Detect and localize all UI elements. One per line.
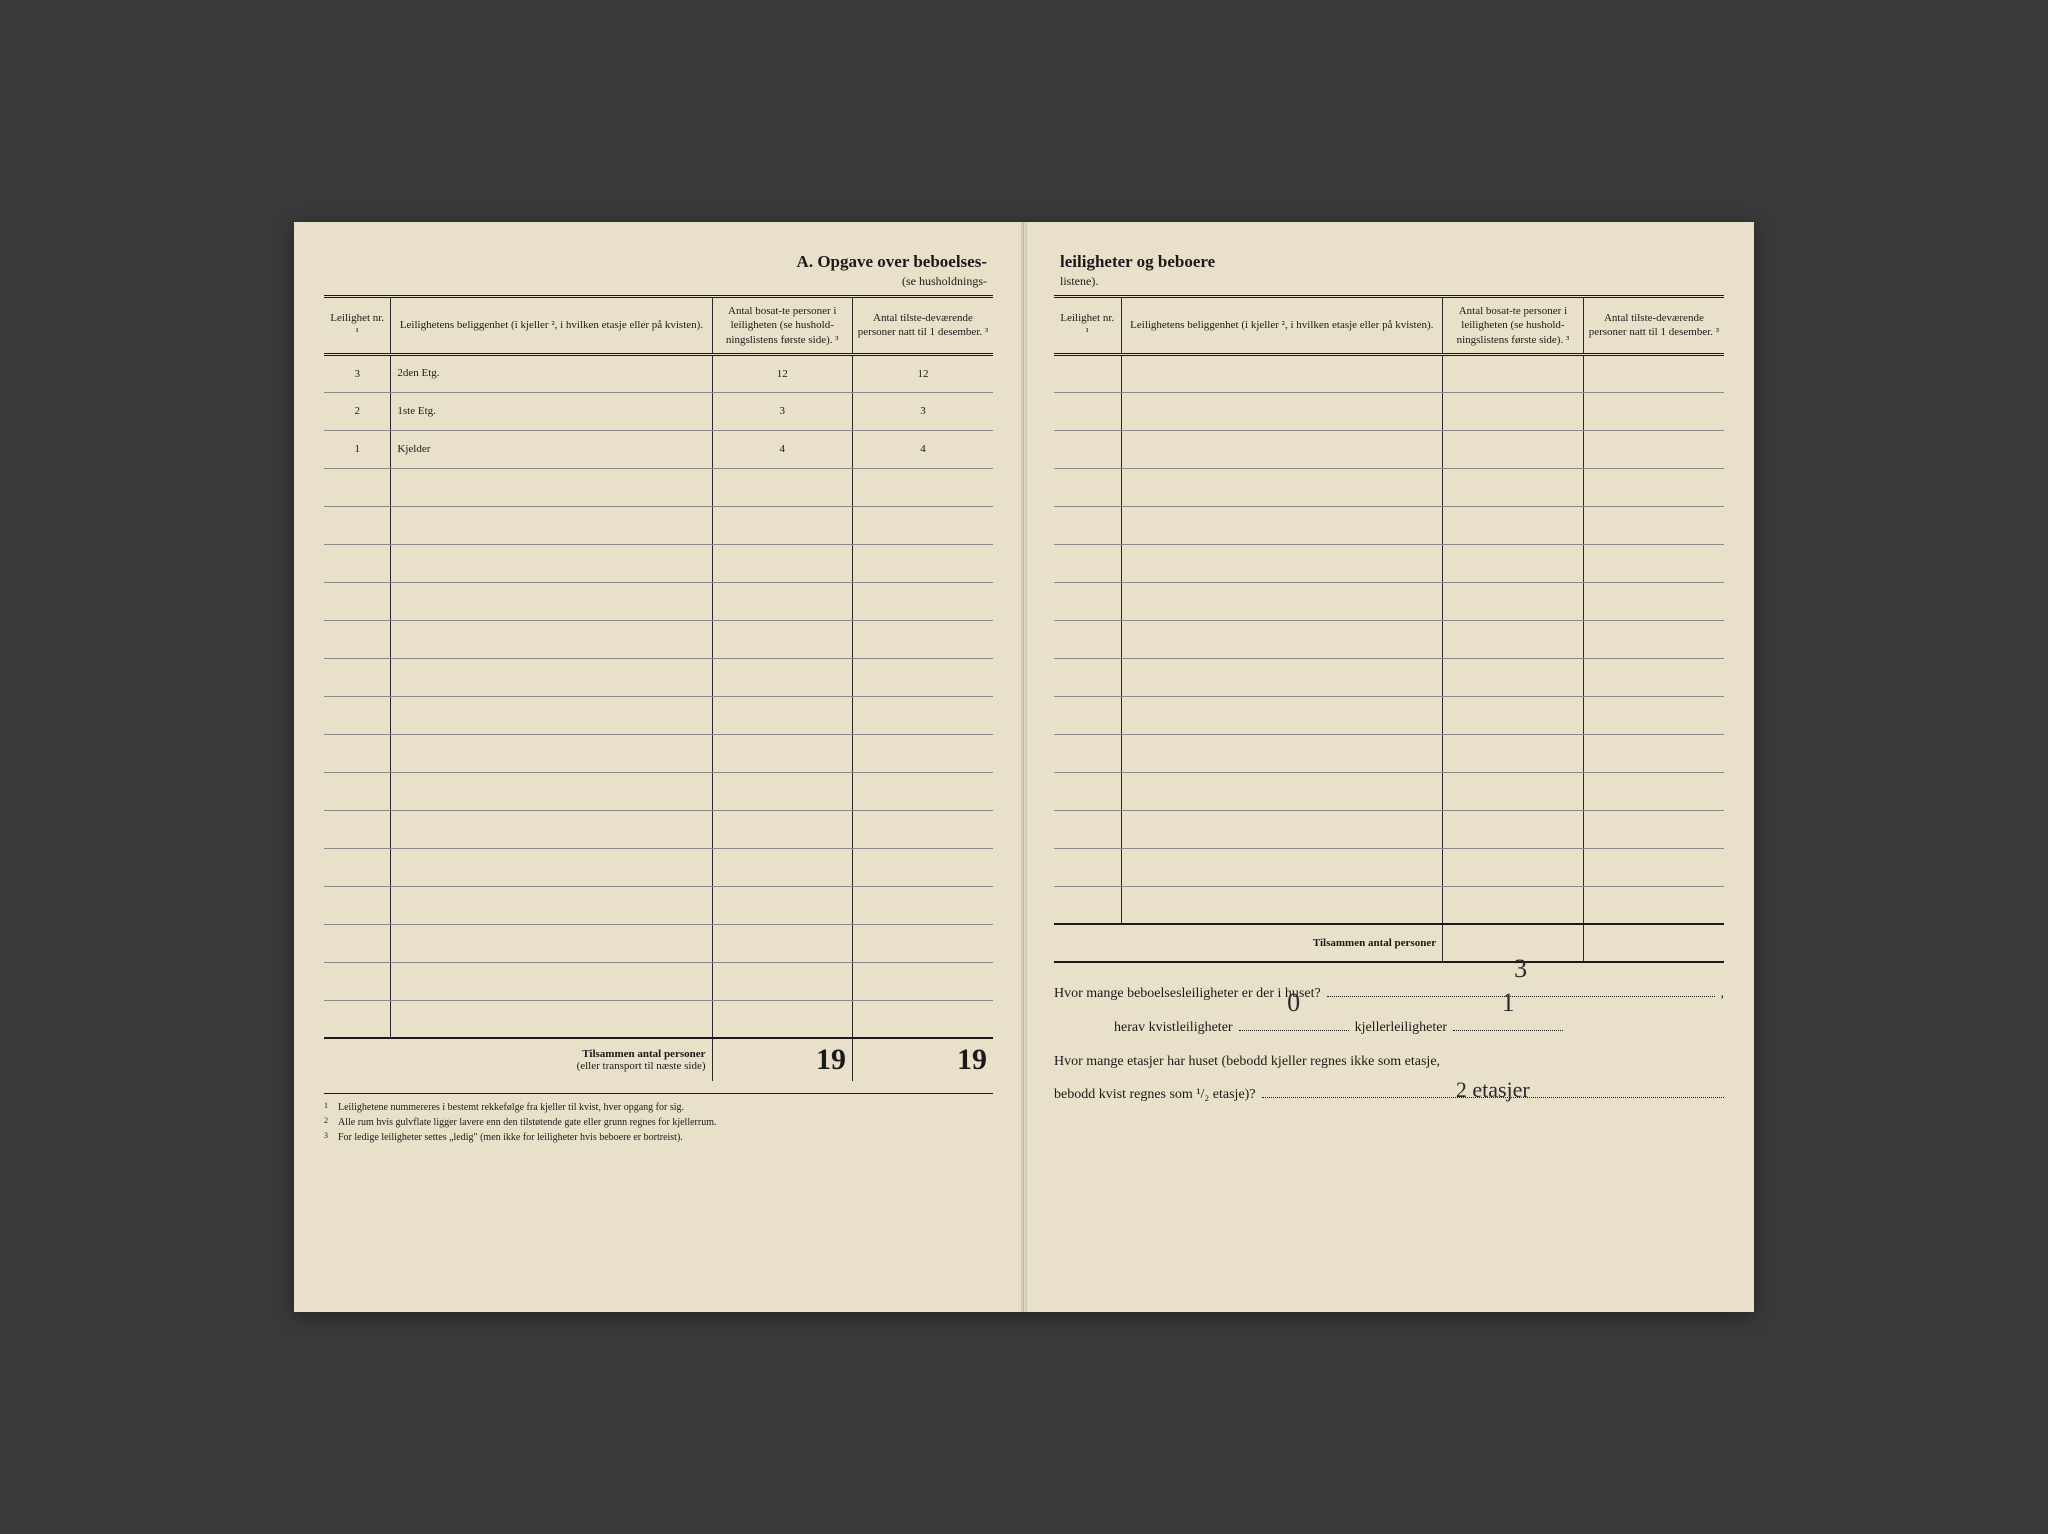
sum-r-n2 xyxy=(1583,924,1724,962)
footnote-1: 1Leilighetene nummereres i bestemt rekke… xyxy=(324,1100,993,1115)
cell-loc: 2den Etg. xyxy=(391,354,712,392)
table-row-blank xyxy=(1054,354,1724,392)
cell-n2: 4 xyxy=(852,430,993,468)
cell-loc: Kjelder xyxy=(391,430,712,468)
table-row-blank xyxy=(324,734,993,772)
header-nr-r: Leilighet nr. ¹ xyxy=(1054,297,1121,355)
q2a-answer: 0 xyxy=(1287,972,1300,1034)
table-row-blank xyxy=(1054,620,1724,658)
footnote-2: 2Alle rum hvis gulvflate ligger lavere e… xyxy=(324,1115,993,1130)
table-row-blank xyxy=(1054,848,1724,886)
table-row-blank xyxy=(324,772,993,810)
table-row: 21ste Etg.33 xyxy=(324,392,993,430)
table-row-blank xyxy=(324,658,993,696)
cell-nr: 1 xyxy=(324,430,391,468)
cell-n1: 3 xyxy=(712,392,852,430)
table-row-blank xyxy=(324,810,993,848)
header-n1: Antal bosat-te personer i leiligheten (s… xyxy=(712,297,852,355)
title-left: A. Opgave over beboelses- xyxy=(324,252,993,272)
q1-text: Hvor mange beboelsesleiligheter er der i… xyxy=(1054,977,1321,1011)
table-row-blank xyxy=(324,962,993,1000)
cell-n2: 3 xyxy=(852,392,993,430)
sum-sublabel: (eller transport til næste side) xyxy=(330,1060,706,1072)
table-row-blank xyxy=(1054,506,1724,544)
cell-n1: 4 xyxy=(712,430,852,468)
cell-nr: 2 xyxy=(324,392,391,430)
table-row-blank xyxy=(1054,544,1724,582)
cell-n1: 12 xyxy=(712,354,852,392)
title-right-main: leiligheter og beboere xyxy=(1060,252,1215,271)
header-nr: Leilighet nr. ¹ xyxy=(324,297,391,355)
sum-row-left: Tilsammen antal personer (eller transpor… xyxy=(324,1038,993,1081)
table-row-blank xyxy=(324,1000,993,1038)
footnote-3: 3For ledige leiligheter settes „ledig" (… xyxy=(324,1130,993,1145)
table-row-blank xyxy=(1054,430,1724,468)
table-row-blank xyxy=(1054,468,1724,506)
table-row-blank xyxy=(324,924,993,962)
table-row-blank xyxy=(324,506,993,544)
table-row-blank xyxy=(324,582,993,620)
cell-nr: 3 xyxy=(324,354,391,392)
question-3b: bebodd kvist regnes som ¹/₂ etasje)? 2 e… xyxy=(1054,1078,1724,1112)
table-row-blank xyxy=(1054,658,1724,696)
table-row-blank xyxy=(324,544,993,582)
header-loc-r: Leilighetens beliggenhet (i kjeller ², i… xyxy=(1121,297,1443,355)
q2a-text: herav kvistleiligheter xyxy=(1114,1011,1233,1045)
table-row-blank xyxy=(1054,810,1724,848)
cell-loc: 1ste Etg. xyxy=(391,392,712,430)
cell-n2: 12 xyxy=(852,354,993,392)
table-row: 32den Etg.1212 xyxy=(324,354,993,392)
table-row-blank xyxy=(324,886,993,924)
question-3a: Hvor mange etasjer har huset (bebodd kje… xyxy=(1054,1045,1724,1079)
sum-row-right: Tilsammen antal personer xyxy=(1054,924,1724,962)
table-row-blank xyxy=(324,468,993,506)
table-row-blank xyxy=(324,696,993,734)
table-row-blank xyxy=(1054,392,1724,430)
title-left-main: A. Opgave over beboelses- xyxy=(797,252,987,271)
q2b-answer: 1 xyxy=(1502,972,1515,1034)
census-document-spread: A. Opgave over beboelses- (se husholdnin… xyxy=(294,222,1754,1312)
subtitle-left: (se husholdnings- xyxy=(324,274,993,289)
header-n1-r: Antal bosat-te personer i leiligheten (s… xyxy=(1443,297,1584,355)
header-n2: Antal tilste-deværende personer natt til… xyxy=(852,297,993,355)
table-row: 1Kjelder44 xyxy=(324,430,993,468)
left-page: A. Opgave over beboelses- (se husholdnin… xyxy=(294,222,1024,1312)
title-right: leiligheter og beboere xyxy=(1054,252,1724,272)
sum-label-right: Tilsammen antal personer xyxy=(1054,924,1443,962)
table-row-blank xyxy=(324,848,993,886)
question-2: herav kvistleiligheter 0 kjellerleilighe… xyxy=(1054,1011,1724,1045)
sum-label-left: Tilsammen antal personer (eller transpor… xyxy=(324,1038,712,1081)
right-table: Leilighet nr. ¹ Leilighetens beliggenhet… xyxy=(1054,295,1724,963)
q3-cont-text: bebodd kvist regnes som ¹/₂ etasje)? xyxy=(1054,1078,1256,1112)
left-table: Leilighet nr. ¹ Leilighetens beliggenhet… xyxy=(324,295,993,1081)
sum-n1: 19 xyxy=(712,1038,852,1081)
q3-answer: 2 etasjer xyxy=(1456,1079,1530,1101)
table-row-blank xyxy=(1054,734,1724,772)
sum-label-text: Tilsammen antal personer xyxy=(582,1048,705,1060)
table-row-blank xyxy=(1054,696,1724,734)
sum-r-n1 xyxy=(1443,924,1584,962)
table-row-blank xyxy=(1054,582,1724,620)
header-n2-r: Antal tilste-deværende personer natt til… xyxy=(1583,297,1724,355)
table-row-blank xyxy=(1054,886,1724,924)
questions-block: Hvor mange beboelsesleiligheter er der i… xyxy=(1054,977,1724,1111)
question-1: Hvor mange beboelsesleiligheter er der i… xyxy=(1054,977,1724,1011)
header-loc: Leilighetens beliggenhet (i kjeller ², i… xyxy=(391,297,712,355)
table-row-blank xyxy=(324,620,993,658)
subtitle-right: listene). xyxy=(1054,274,1724,289)
footnotes: 1Leilighetene nummereres i bestemt rekke… xyxy=(324,1093,993,1145)
q2b-text: kjellerleiligheter xyxy=(1355,1011,1448,1045)
q3-text: Hvor mange etasjer har huset (bebodd kje… xyxy=(1054,1045,1440,1079)
table-row-blank xyxy=(1054,772,1724,810)
q1-answer: 3 xyxy=(1514,938,1527,1000)
sum-n2: 19 xyxy=(852,1038,993,1081)
right-page: leiligheter og beboere listene). Leiligh… xyxy=(1024,222,1754,1312)
